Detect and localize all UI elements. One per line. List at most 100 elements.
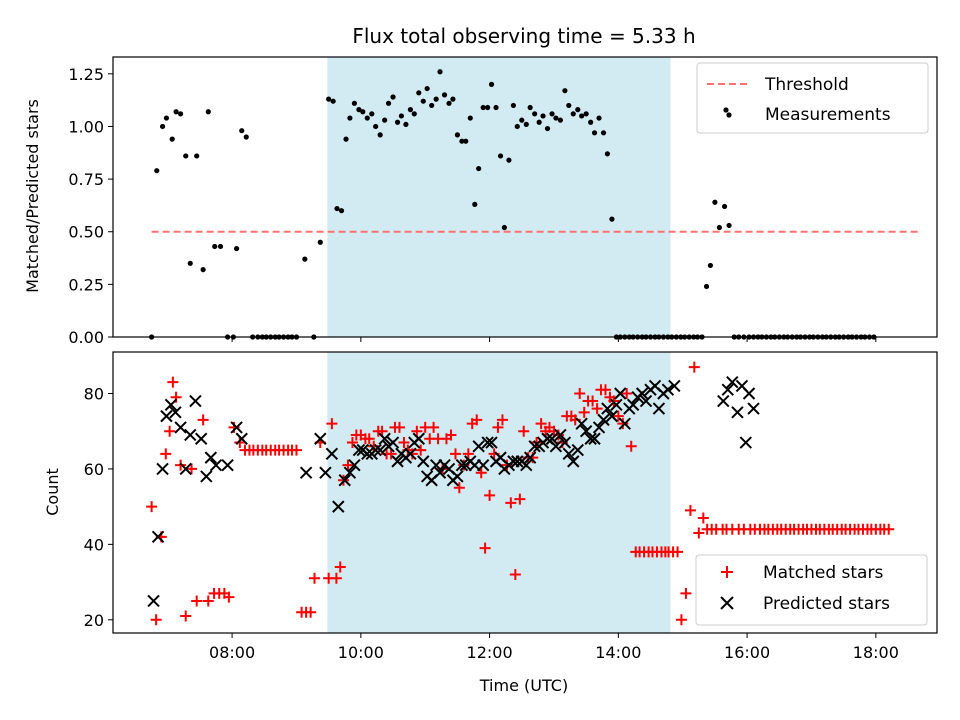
predicted-star-marker (588, 432, 601, 445)
matched-star-marker (334, 561, 346, 573)
matched-star-marker (680, 587, 692, 599)
legend-measurement-swatch-a (723, 107, 729, 113)
measurement-point (536, 119, 542, 125)
matched-star-marker (621, 387, 633, 399)
matched-star-marker (180, 610, 192, 622)
predicted-star-marker (476, 458, 490, 472)
measurement-point (459, 138, 465, 144)
measurement-point (364, 115, 370, 121)
legend-matched-label: Matched stars (763, 563, 883, 583)
measurement-point (497, 153, 504, 159)
measurement-point (338, 208, 345, 214)
predicted-star-marker (523, 451, 537, 464)
measurement-point (450, 96, 456, 102)
ratio-x-ticks (231, 337, 877, 342)
measurement-point (390, 94, 396, 100)
ratio-legend-box (696, 62, 929, 134)
count-x-ticks: 08:00 10:00 12:00 14:00 16:00 18:00 (209, 633, 899, 662)
measurement-point (173, 109, 179, 115)
predicted-star-marker (726, 375, 739, 389)
measurement-point (169, 136, 175, 142)
predicted-star-marker (361, 447, 374, 461)
predicted-star-marker (332, 500, 345, 513)
measurement-point (591, 130, 598, 136)
measurement-point (420, 98, 426, 104)
measurement-point (562, 88, 568, 94)
measurement-point (600, 130, 607, 136)
measurement-point (347, 115, 353, 121)
predicted-star-marker (575, 417, 588, 430)
matched-star-marker (684, 504, 696, 516)
matched-star-marker (496, 414, 508, 426)
matched-star-marker (688, 361, 700, 373)
measurement-point (501, 224, 507, 231)
predicted-star-marker (314, 432, 327, 445)
measurement-point (194, 153, 200, 159)
measurement-point (553, 115, 559, 121)
count-axes-frame (112, 351, 938, 634)
measurement-point (549, 111, 555, 117)
matched-star-marker (518, 425, 530, 437)
ratio-axes-frame (112, 56, 938, 338)
predicted-star-marker (592, 421, 606, 434)
matched-star-marker (290, 444, 302, 456)
matched-star-marker (398, 437, 410, 449)
measurement-point (317, 239, 323, 245)
matched-star-marker (697, 512, 709, 524)
predicted-star-marker (200, 470, 213, 483)
ratio-panel: 0.00 0.25 0.50 0.75 1.00 1.25 Matched/Predict… (23, 56, 938, 347)
measurement-point (566, 102, 572, 109)
predicted-star-marker (739, 436, 753, 449)
measurement-point (596, 115, 602, 121)
measurement-point (433, 96, 439, 102)
predicted-star-marker (742, 387, 756, 400)
predicted-star-marker (164, 398, 178, 412)
predicted-star-marker (352, 443, 366, 457)
predicted-star-marker (235, 432, 248, 445)
measurement-point (159, 123, 166, 130)
predicted-star-marker (481, 436, 494, 449)
measurement-point (407, 107, 414, 113)
predicted-star-marker (433, 466, 447, 479)
measurement-point (411, 111, 417, 117)
y-tick-label: 1.00 (68, 117, 104, 136)
predicted-star-markers (147, 375, 760, 608)
matched-star-marker (514, 493, 526, 505)
measurement-point (382, 117, 388, 123)
measurement-point (703, 283, 710, 290)
matched-star-marker (342, 459, 354, 471)
legend-predicted-swatch (720, 596, 734, 610)
measurement-point (398, 113, 404, 119)
y-tick-label: 1.25 (68, 65, 104, 84)
x-tick-label: 12:00 (467, 643, 513, 662)
legend-threshold-label: Threshold (764, 75, 849, 95)
measurement-point (356, 107, 362, 113)
ratio-legend: Threshold Measurements (696, 62, 929, 134)
matched-star-marker (509, 569, 521, 581)
predicted-star-marker (373, 443, 387, 457)
predicted-star-marker (179, 462, 192, 476)
measurement-point (437, 69, 443, 75)
measurement-point (588, 119, 594, 125)
measurement-point (527, 104, 533, 111)
measurement-point (243, 134, 249, 140)
predicted-star-marker (562, 447, 575, 461)
predicted-star-marker (558, 436, 572, 449)
measurement-point (540, 113, 546, 119)
predicted-star-marker (151, 530, 165, 544)
predicted-star-marker (618, 417, 631, 430)
matched-star-marker (308, 572, 320, 584)
predicted-star-marker (485, 436, 498, 449)
matched-star-marker (693, 527, 705, 539)
predicted-star-marker (545, 432, 559, 445)
measurement-point (360, 109, 366, 115)
measurement-point (429, 102, 435, 109)
matched-star-marker (617, 418, 629, 430)
matched-star-marker (415, 444, 427, 456)
predicted-star-marker (169, 406, 182, 419)
measurement-point (154, 168, 160, 174)
x-tick-label: 18:00 (853, 643, 899, 662)
predicted-star-marker (717, 394, 730, 408)
predicted-star-marker (455, 458, 469, 472)
matched-star-marker (475, 467, 487, 479)
